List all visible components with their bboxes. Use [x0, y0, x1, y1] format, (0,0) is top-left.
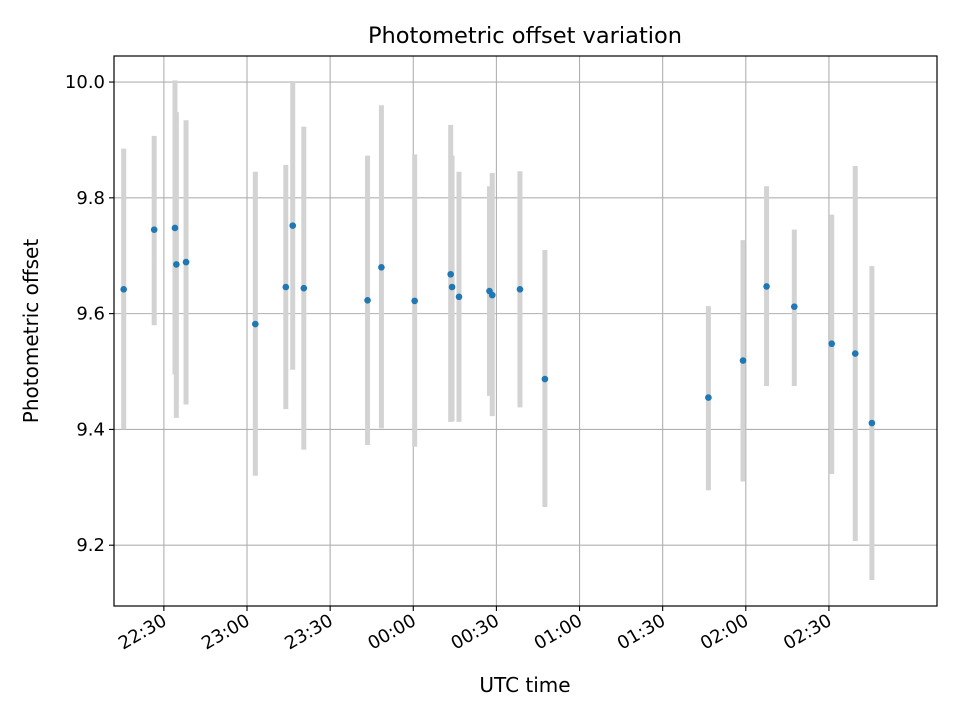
data-point [173, 261, 180, 268]
y-tick-label: 9.4 [76, 419, 105, 440]
data-point [447, 270, 454, 278]
data-point [448, 283, 456, 291]
data-point [150, 226, 158, 233]
data-point [541, 375, 549, 383]
data-point [488, 291, 496, 299]
data-point [868, 419, 876, 427]
data-point [851, 350, 859, 357]
data-point [790, 303, 798, 310]
data-point [182, 258, 190, 266]
y-tick-label: 9.2 [76, 535, 105, 556]
data-point [120, 286, 127, 293]
data-point [171, 224, 179, 232]
data-point [828, 340, 836, 348]
data-point [763, 283, 770, 290]
data-point [705, 394, 712, 401]
data-point [364, 297, 371, 304]
y-tick-label: 9.6 [76, 304, 105, 325]
chart-title: Photometric offset variation [368, 23, 682, 49]
data-point [282, 283, 290, 291]
plot-area-frame [113, 55, 938, 607]
data-point [252, 320, 259, 328]
data-point [411, 297, 418, 305]
data-point [455, 293, 463, 301]
y-tick-label: 10.0 [65, 72, 105, 93]
grid [114, 56, 937, 606]
y-tick-label: 9.8 [76, 188, 105, 209]
data-point [289, 222, 297, 229]
data-point [739, 357, 747, 364]
y-axis-label: Photometric offset [19, 239, 43, 424]
y-axis-ticks: 9.2 9.4 9.6 9.8 10.0 [65, 72, 114, 556]
data-point [516, 286, 524, 293]
data-point [300, 284, 308, 292]
data-points [120, 222, 876, 427]
x-axis-label: UTC time [479, 673, 570, 697]
data-point [378, 264, 385, 271]
